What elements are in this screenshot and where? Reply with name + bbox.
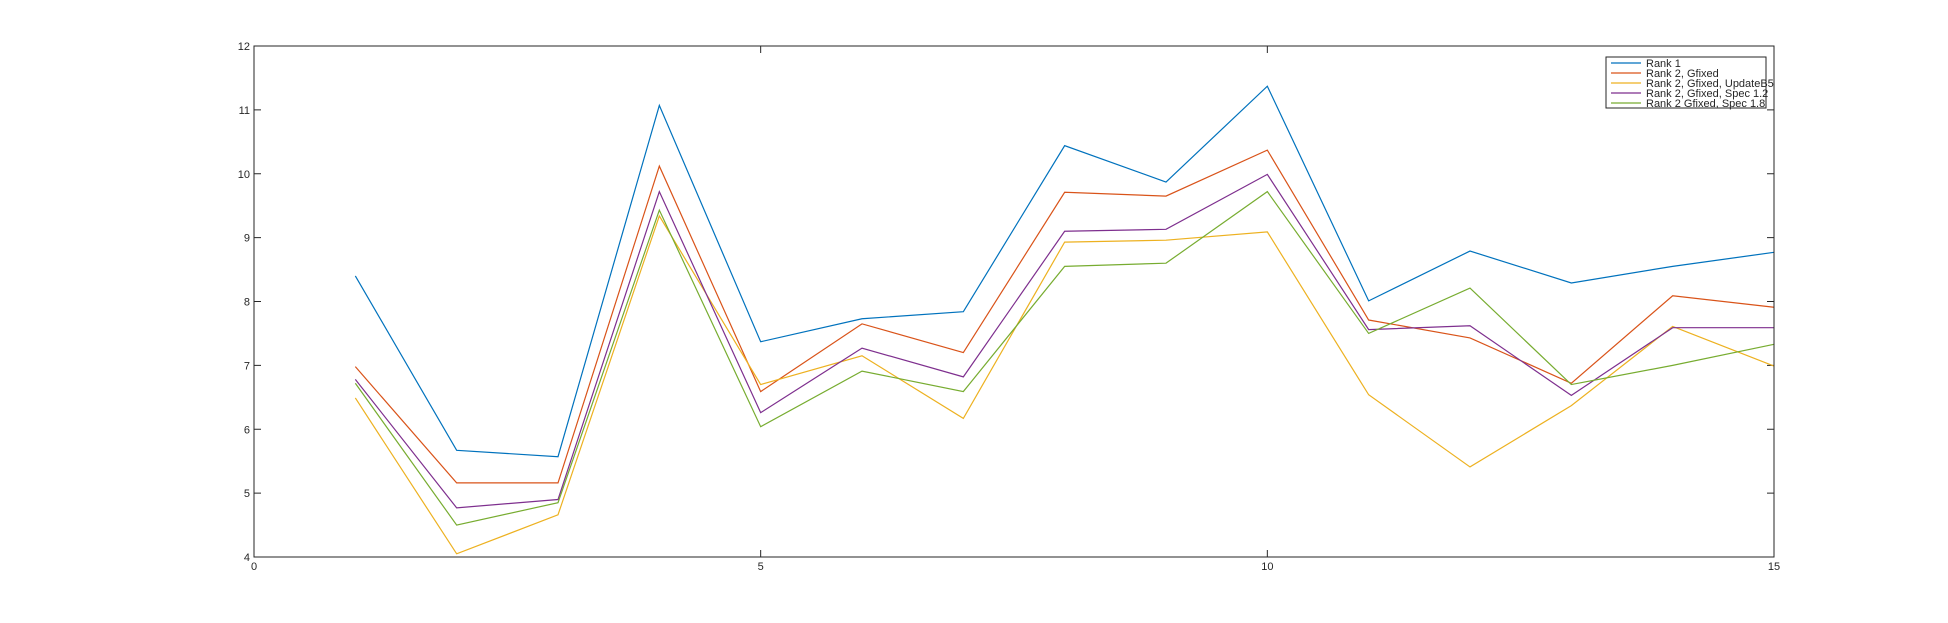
x-tick-label: 10 (1261, 561, 1273, 573)
legend-label: Rank 1 (1646, 58, 1681, 70)
y-tick-label: 6 (244, 424, 250, 436)
y-tick-label: 7 (244, 360, 250, 372)
y-tick-label: 12 (238, 41, 250, 53)
y-tick-label: 9 (244, 233, 250, 245)
y-tick-label: 11 (239, 105, 250, 117)
series-line-2 (354, 149, 1775, 484)
x-tick-label: 5 (758, 561, 764, 573)
axes-box (253, 45, 1775, 558)
legend-label: Rank 2 Gfixed, Spec 1.8 (1646, 98, 1765, 110)
y-tick-label: 10 (238, 169, 250, 181)
series-line-1 (354, 85, 1775, 458)
series-line-5 (354, 190, 1775, 526)
series-line-3 (354, 214, 1775, 555)
series-line-4 (354, 173, 1774, 509)
y-tick-label: 5 (244, 488, 250, 500)
y-tick-label: 8 (244, 297, 250, 309)
legend-label: Rank 2, Gfixed, UpdateB5 (1646, 78, 1774, 90)
y-tick-label: 4 (244, 552, 250, 564)
x-tick-label: 15 (1768, 561, 1780, 573)
plot-background (254, 46, 1774, 557)
x-tick-label: 0 (251, 561, 257, 573)
legend-label: Rank 2, Gfixed (1646, 68, 1719, 80)
legend-label: Rank 2, Gfixed, Spec 1.2 (1646, 88, 1768, 100)
